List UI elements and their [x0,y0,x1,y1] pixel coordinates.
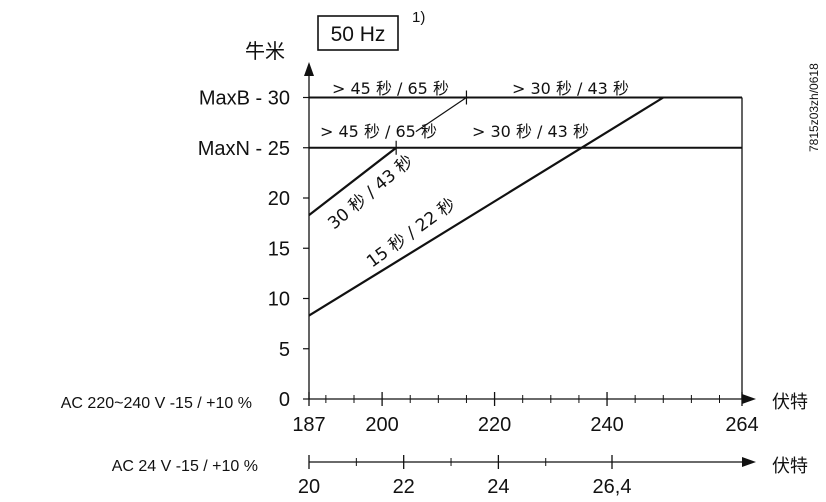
x-main-tick-label: 240 [590,414,623,436]
x-main-tick-label: 200 [365,414,398,436]
series-label-15s-22s: 15 秒 / 22 秒 [363,194,459,272]
footnote-marker: 1) [412,9,425,26]
x-main-tick-label: 187 [292,414,325,436]
x-secondary-tick-label: 20 [298,476,320,498]
x-axis-secondary-unit: 伏特 [772,456,808,477]
x-axis-main-caption: AC 220~240 V -15 / +10 % [61,395,252,412]
y-axis-label: 牛米 [245,39,285,63]
y-tick-label: 10 [268,289,290,311]
x-axis-secondary-arrowhead [742,457,756,467]
region-label-maxb-left: > 45 秒 / 65 秒 [332,79,449,98]
y-tick-label: 0 [279,389,290,411]
y-tick-label: MaxN - 25 [198,138,290,160]
frequency-label: 50 Hz [331,23,386,46]
x-main-tick-label: 220 [478,414,511,436]
maxb-boundary-leader [415,97,467,133]
y-tick-label: 15 [268,238,290,260]
drawing-code: 7815z03zh/0618 [807,63,821,152]
x-axis-main-unit: 伏特 [772,392,808,413]
x-axis-main: 187 200 220 240 264 [292,392,759,436]
y-tick-label: 5 [279,339,290,361]
region-label-maxb-right: > 30 秒 / 43 秒 [512,79,629,98]
y-tick-label: 20 [268,188,290,210]
region-label-maxn-left: > 45 秒 / 65 秒 [320,122,437,141]
x-axis-main-arrowhead [742,394,756,404]
region-label-maxn-right: > 30 秒 / 43 秒 [472,122,589,141]
x-secondary-tick-label: 26,4 [593,476,632,498]
series-line-1 [308,146,397,216]
frequency-box [317,15,399,51]
x-secondary-tick-label: 22 [393,476,415,498]
x-axis-secondary-caption: AC 24 V -15 / +10 % [112,458,258,475]
y-axis-ticks: 0 5 10 15 20 MaxN - 25 MaxB - 30 [198,88,309,411]
y-axis-arrowhead [304,62,314,76]
x-axis-secondary: 20 22 24 26,4 [298,455,744,498]
series-layer [308,90,664,317]
series-line-0 [308,96,664,317]
y-tick-label: MaxB - 30 [199,88,290,110]
x-main-tick-label: 264 [725,414,758,436]
x-secondary-tick-label: 24 [487,476,509,498]
